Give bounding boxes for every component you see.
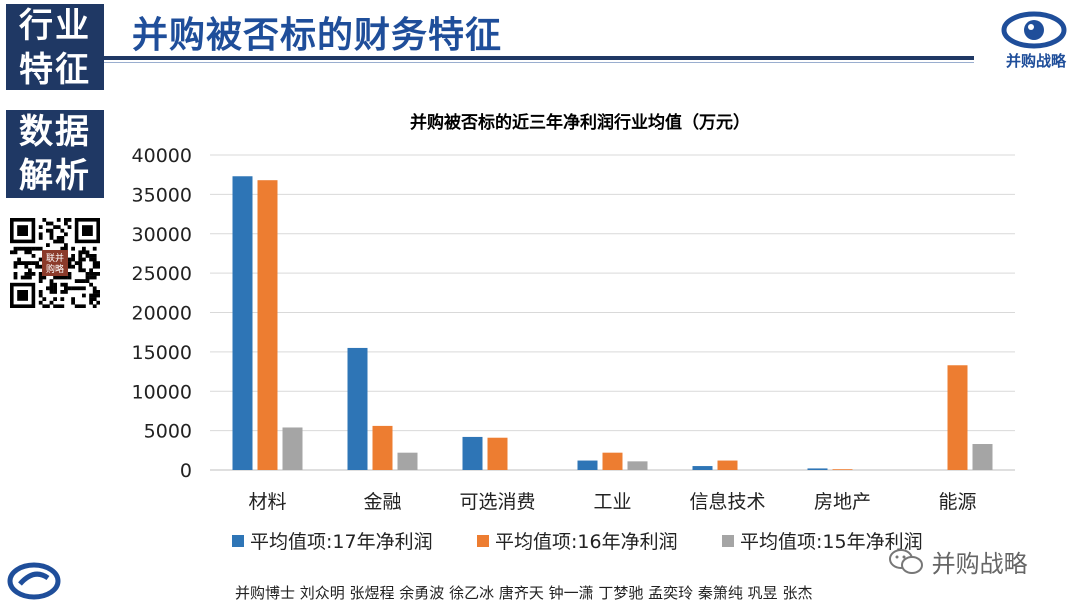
x-tick-label: 材料 (248, 491, 286, 513)
side-label-line: 特征 (19, 50, 91, 90)
y-tick-label: 20000 (132, 303, 192, 325)
bar (577, 460, 598, 470)
qr-badge-text: 购略 (46, 263, 64, 275)
legend-label: 平均值项:17年净利润 (250, 531, 433, 553)
bar (602, 452, 623, 470)
bar (947, 365, 968, 470)
y-tick-label: 40000 (132, 145, 192, 167)
eye-logo-icon (1001, 11, 1067, 49)
wechat-icon (889, 548, 923, 574)
bar (487, 437, 508, 470)
bar (282, 427, 303, 470)
y-tick-label: 30000 (132, 224, 192, 246)
y-tick-label: 10000 (132, 381, 192, 403)
bar (972, 444, 993, 470)
footer-authors: 并购博士 刘众明 张煜程 余勇波 徐乙冰 唐齐天 钟一潇 丁梦驰 孟奕玲 秦箫纯… (235, 584, 813, 602)
x-tick-label: 能源 (938, 491, 976, 513)
x-tick-label: 可选消费 (459, 491, 535, 513)
y-tick-label: 35000 (132, 184, 192, 206)
bar (717, 460, 738, 470)
bar (347, 347, 368, 470)
x-tick-label: 金融 (363, 491, 401, 513)
legend-swatch (477, 535, 489, 547)
header-divider-thin (104, 62, 974, 63)
y-tick-label: 5000 (144, 421, 192, 443)
qr-badge-text: 联并 (46, 252, 64, 264)
y-tick-label: 0 (180, 460, 192, 482)
header-divider (104, 56, 974, 60)
bar (257, 180, 278, 470)
y-tick-label: 15000 (132, 342, 192, 364)
logo-text: 并购战略 (1005, 52, 1066, 70)
y-tick-label: 25000 (132, 263, 192, 285)
side-label-industry-features: 行业 特征 (6, 4, 104, 90)
x-tick-label: 信息技术 (689, 491, 765, 513)
page-title: 并购被否标的财务特征 (132, 15, 503, 56)
bar (692, 466, 713, 470)
x-tick-label: 工业 (593, 491, 631, 513)
bar (397, 452, 418, 470)
bar (832, 469, 853, 470)
side-label-data-analysis: 数据 解析 (6, 110, 104, 198)
bar (232, 176, 253, 470)
side-label-line: 行业 (19, 6, 91, 46)
legend-swatch (722, 535, 734, 547)
company-logo-icon (7, 562, 61, 600)
side-label-line: 解析 (19, 156, 91, 196)
qr-code: 联并 购略 (10, 218, 101, 309)
wechat-label: 并购战略 (931, 550, 1028, 578)
chart-title: 并购被否标的近三年净利润行业均值（万元） (410, 113, 750, 133)
side-label-line: 数据 (19, 112, 91, 152)
x-tick-label: 房地产 (814, 491, 871, 513)
legend-label: 平均值项:16年净利润 (495, 531, 678, 553)
bar (807, 468, 828, 470)
bar (372, 425, 393, 470)
wechat-watermark: 并购战略 (888, 544, 1028, 579)
bar (462, 436, 483, 470)
legend-swatch (232, 535, 244, 547)
legend-label: 平均值项:15年净利润 (740, 531, 923, 553)
bar (627, 461, 648, 470)
